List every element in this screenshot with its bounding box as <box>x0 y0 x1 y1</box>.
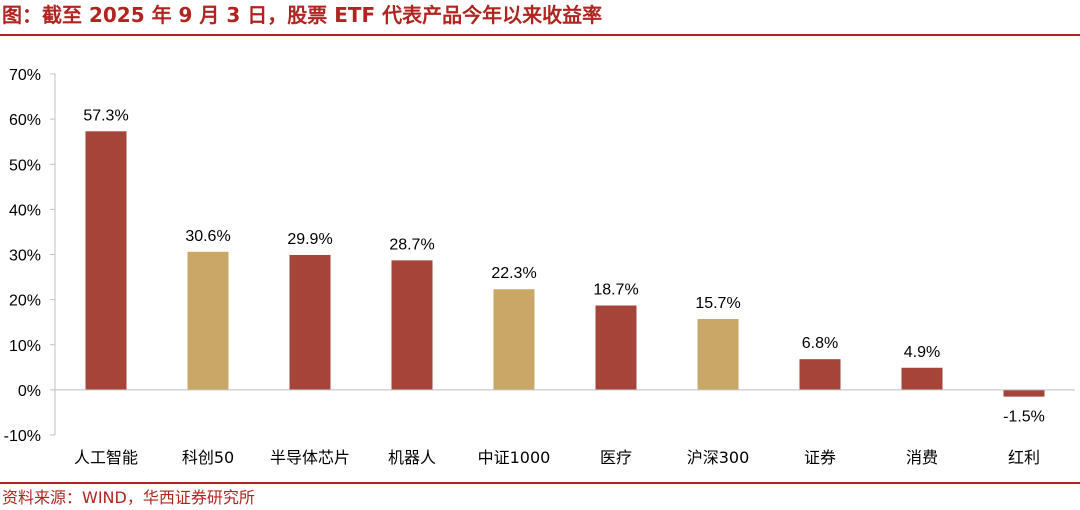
bottom-divider <box>0 482 1080 484</box>
chart-title: 图：截至 2025 年 9 月 3 日，股票 ETF 代表产品今年以来收益率 <box>2 3 603 27</box>
data-label: 4.9% <box>904 344 940 361</box>
data-label: 28.7% <box>389 236 434 253</box>
data-label: 57.3% <box>83 107 128 124</box>
category-label: 科创50 <box>182 448 234 467</box>
data-label: 30.6% <box>185 228 230 245</box>
bar-chart: -10% 0% 10% 20% 30% 40% 50% 60% 70% 57.3% 30.6% 29… <box>4 67 1075 467</box>
bar <box>289 254 331 390</box>
category-label: 机器人 <box>388 448 436 467</box>
data-label: 15.7% <box>695 295 740 312</box>
data-label: 29.9% <box>287 231 332 248</box>
category-label: 半导体芯片 <box>270 448 350 467</box>
bar <box>799 359 841 390</box>
bar <box>85 131 127 390</box>
category-label: 消费 <box>906 448 938 467</box>
source-note: 资料来源：WIND，华西证券研究所 <box>2 488 255 507</box>
category-label: 人工智能 <box>74 448 138 467</box>
bars: 57.3% 30.6% 29.9% 28.7% 22.3% 18.7% 15.7% 6.8% 4… <box>83 107 1045 425</box>
y-tick-label: 60% <box>9 112 41 129</box>
bar <box>1003 389 1045 397</box>
bar <box>391 260 433 390</box>
y-tick-label: 70% <box>9 67 41 84</box>
y-tick-label: 0% <box>18 383 41 400</box>
data-label: 6.8% <box>802 335 838 352</box>
top-divider <box>0 34 1080 36</box>
y-tick-label: 30% <box>9 248 41 265</box>
category-label: 中证1000 <box>478 448 551 467</box>
category-label: 证券 <box>804 448 836 467</box>
bar <box>595 305 637 390</box>
y-axis: -10% 0% 10% 20% 30% 40% 50% 60% 70% <box>4 67 56 445</box>
category-label: 沪深300 <box>687 448 750 467</box>
data-label: -1.5% <box>1003 409 1045 426</box>
category-label: 红利 <box>1008 448 1040 467</box>
y-tick-label: 50% <box>9 157 41 174</box>
data-label: 18.7% <box>593 281 638 298</box>
data-label: 22.3% <box>491 265 536 282</box>
x-axis: 人工智能 科创50 半导体芯片 机器人 中证1000 医疗 沪深300 证券 消费 红利 <box>55 389 1075 467</box>
bar <box>901 367 943 390</box>
y-tick-label: 40% <box>9 202 41 219</box>
bar <box>697 319 739 390</box>
y-tick-label: 20% <box>9 293 41 310</box>
y-tick-label: 10% <box>9 338 41 355</box>
category-label: 医疗 <box>600 448 632 467</box>
y-tick-label: -10% <box>4 428 41 445</box>
bar <box>493 289 535 390</box>
bar <box>187 251 229 390</box>
